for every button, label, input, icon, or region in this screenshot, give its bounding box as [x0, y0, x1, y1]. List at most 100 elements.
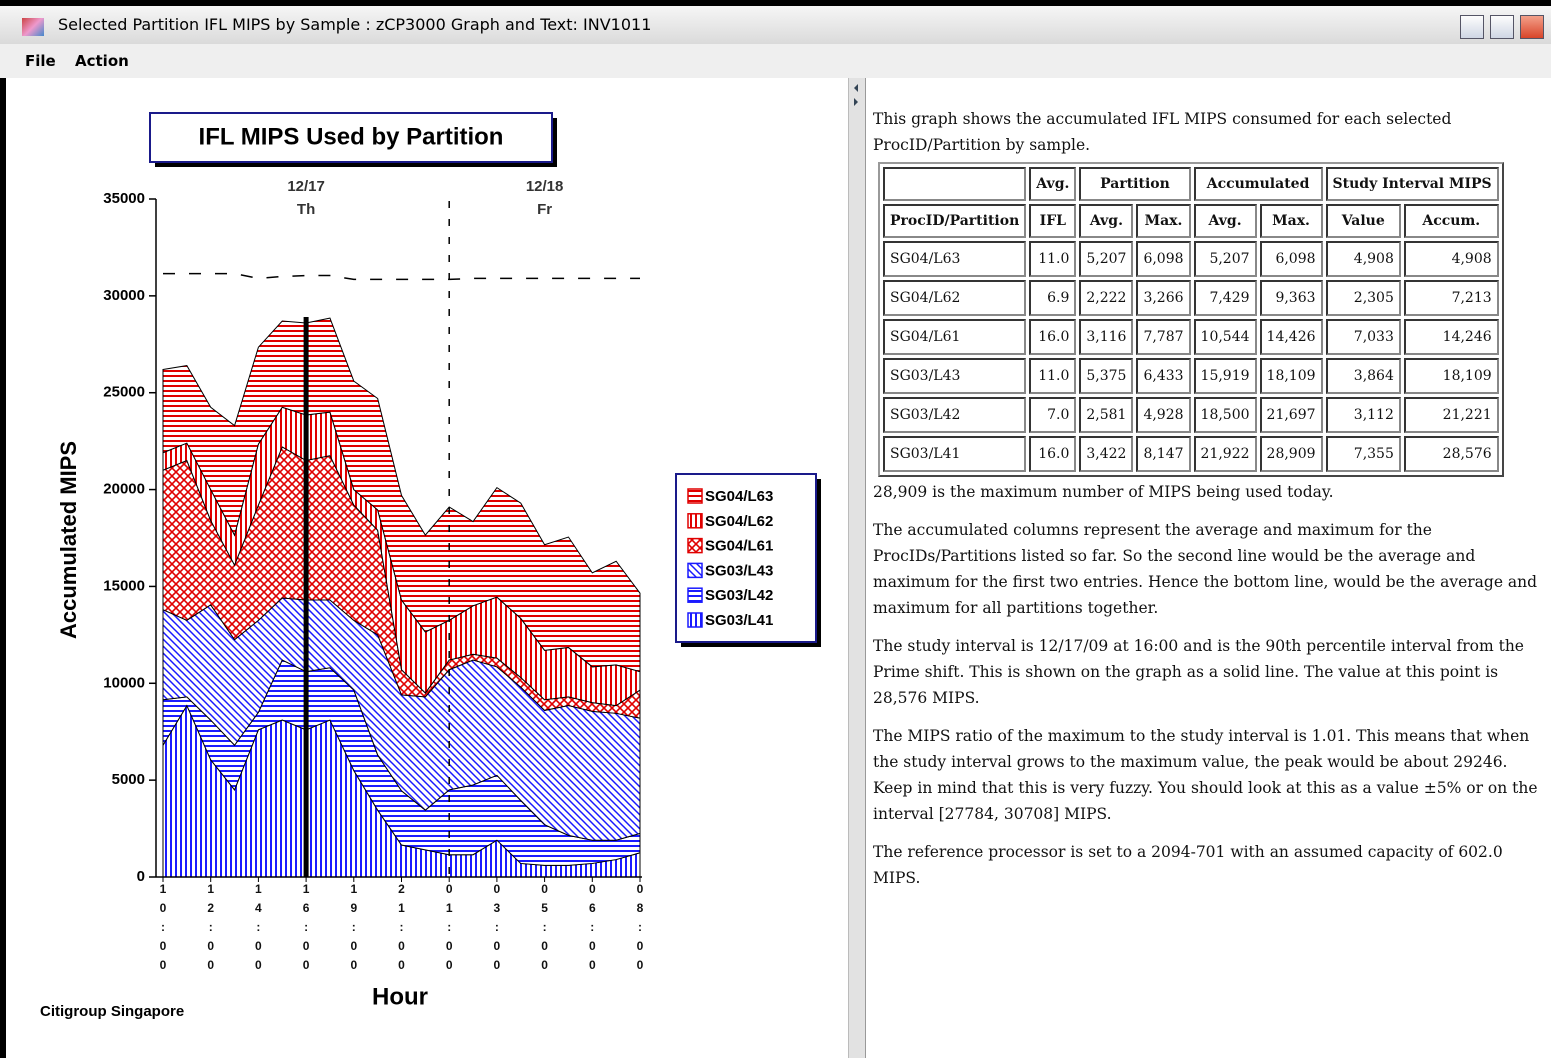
x-tick-label: 01:00: [442, 882, 457, 977]
table-cell: 2,581: [1079, 397, 1134, 433]
y-tick-label: 25000: [103, 384, 145, 401]
chart-footer: Citigroup Singapore: [40, 1003, 184, 1020]
title-box: [149, 112, 553, 163]
maximize-button[interactable]: [1490, 15, 1514, 39]
table-cell: 7,787: [1136, 319, 1191, 355]
table-cell: 21,922: [1193, 436, 1257, 472]
y-tick-label: 0: [137, 868, 145, 885]
minimize-button[interactable]: [1460, 15, 1484, 39]
x-tick-label: 14:00: [251, 882, 266, 977]
legend-label: SG03/L43: [705, 562, 773, 579]
table-cell: 18,109: [1259, 358, 1323, 394]
day-label: Th: [297, 201, 315, 218]
table-cell: 11.0: [1029, 358, 1077, 394]
x-tick-label: 10:00: [156, 882, 170, 977]
paragraph: The study interval is 12/17/09 at 16:00 …: [873, 637, 1524, 707]
header-cell: Partition: [1079, 167, 1191, 201]
paragraph: The MIPS ratio of the maximum to the stu…: [873, 727, 1538, 823]
header-cell: ProcID/Partition: [883, 204, 1027, 238]
table-cell: 8,147: [1136, 436, 1191, 472]
table-cell: 28,909: [1259, 436, 1323, 472]
menu-item[interactable]: Action: [75, 52, 129, 70]
x-tick-label: 06:00: [585, 882, 600, 977]
table-row: SG04/L61 16.0 3,116 7,787 10,544 14,426 7,033 1…: [883, 319, 1499, 355]
paragraph: This graph shows the accumulated IFL MIP…: [873, 110, 1452, 154]
table-cell: 7,429: [1193, 280, 1257, 316]
y-tick-label: 10000: [103, 674, 145, 691]
chart-canvas: IFL MIPS Used by Partition Accumulated M…: [40, 112, 821, 1020]
table-cell: 7.0: [1029, 397, 1077, 433]
window-title: Selected Partition IFL MIPS by Sample : …: [58, 15, 652, 34]
table-cell: 6,433: [1136, 358, 1191, 394]
table-cell: 9,363: [1259, 280, 1323, 316]
legend-swatch: [687, 513, 703, 529]
table-cell: SG03/L41: [883, 436, 1027, 472]
table-cell: 3,422: [1079, 436, 1134, 472]
arrow: [854, 84, 858, 106]
date-label: 12/17: [287, 178, 325, 195]
table-cell: SG04/L62: [883, 280, 1027, 316]
table-cell: 18,109: [1403, 358, 1499, 394]
table-cell: 16.0: [1029, 436, 1077, 472]
splitter-arrows: [854, 84, 858, 106]
close-button[interactable]: [1520, 15, 1544, 39]
menu-bar: File Action: [0, 44, 1551, 78]
legend-swatch: [687, 537, 703, 554]
legend-swatch: [687, 562, 703, 579]
paragraph: 28,909 is the maximum number of MIPS bei…: [873, 483, 1334, 501]
legend-label: SG04/L62: [705, 513, 773, 530]
legend-label: SG04/L61: [705, 538, 773, 555]
y-tick-label: 20000: [103, 481, 145, 498]
app-icon: [22, 18, 44, 36]
x-tick-label: 08:00: [633, 882, 647, 977]
menu-item[interactable]: File: [25, 52, 56, 70]
legend-swatch: [687, 612, 703, 628]
table-row: SG03/L43 11.0 5,375 6,433 15,919 18,109 3,864 1…: [883, 358, 1499, 394]
chart: IFL MIPS Used by Partition Accumulated M…: [40, 112, 821, 1020]
table-cell: 3,266: [1136, 280, 1191, 316]
y-axis-title: Accumulated MIPS: [56, 441, 81, 639]
header-cell: Avg.: [1029, 167, 1077, 201]
table-cell: 5,207: [1079, 241, 1134, 277]
title-bar: Selected Partition IFL MIPS by Sample : …: [0, 6, 1551, 44]
table-cell: 21,221: [1403, 397, 1499, 433]
x-axis-title: Hour: [372, 983, 428, 1010]
y-tick-label: 35000: [103, 190, 145, 207]
table-cell: 3,864: [1325, 358, 1401, 394]
header-cell: Max.: [1136, 204, 1191, 238]
paragraph: The accumulated columns represent the av…: [873, 521, 1538, 617]
table-cell: SG03/L42: [883, 397, 1027, 433]
legend-label: SG04/L63: [705, 488, 773, 505]
header-cell: Avg.: [1079, 204, 1134, 238]
table-cell: 2,222: [1079, 280, 1134, 316]
table-cell: 5,207: [1193, 241, 1257, 277]
table-row: SG04/L63 11.0 5,207 6,098 5,207 6,098 4,908 4,9…: [883, 241, 1499, 277]
x-tick-label: 12:00: [203, 882, 218, 977]
header-cell: Value: [1325, 204, 1401, 238]
table-cell: 7,355: [1325, 436, 1401, 472]
table-cell: 6,098: [1259, 241, 1323, 277]
day-label: Fr: [537, 201, 552, 218]
text-panel: This graph shows the accumulated IFL MIP…: [866, 78, 1551, 1058]
header-cell: Study Interval MIPS: [1325, 167, 1499, 201]
table-cell: 4,908: [1325, 241, 1401, 277]
legend-label: SG03/L41: [705, 612, 773, 629]
table-cell: 21,697: [1259, 397, 1323, 433]
table-cell: 14,246: [1403, 319, 1499, 355]
chart-title: IFL MIPS Used by Partition: [199, 123, 504, 150]
table-cell: 7,033: [1325, 319, 1401, 355]
paragraphs: 28,909 is the maximum number of MIPS bei…: [873, 479, 1551, 891]
table-cell: 10,544: [1193, 319, 1257, 355]
table-cell: 3,116: [1079, 319, 1134, 355]
table-cell: 16.0: [1029, 319, 1077, 355]
table-cell: 15,919: [1193, 358, 1257, 394]
table-cell: 5,375: [1079, 358, 1134, 394]
header-row: Avg. Partition Accumulated Study Interval M…: [883, 167, 1499, 201]
y-tick-label: 5000: [112, 771, 145, 788]
x-tick-label: 03:00: [489, 882, 504, 977]
x-tick-label: 16:00: [299, 882, 314, 977]
table-cell: 6,098: [1136, 241, 1191, 277]
splitter[interactable]: [848, 78, 866, 1058]
table-cell: 6.9: [1029, 280, 1077, 316]
